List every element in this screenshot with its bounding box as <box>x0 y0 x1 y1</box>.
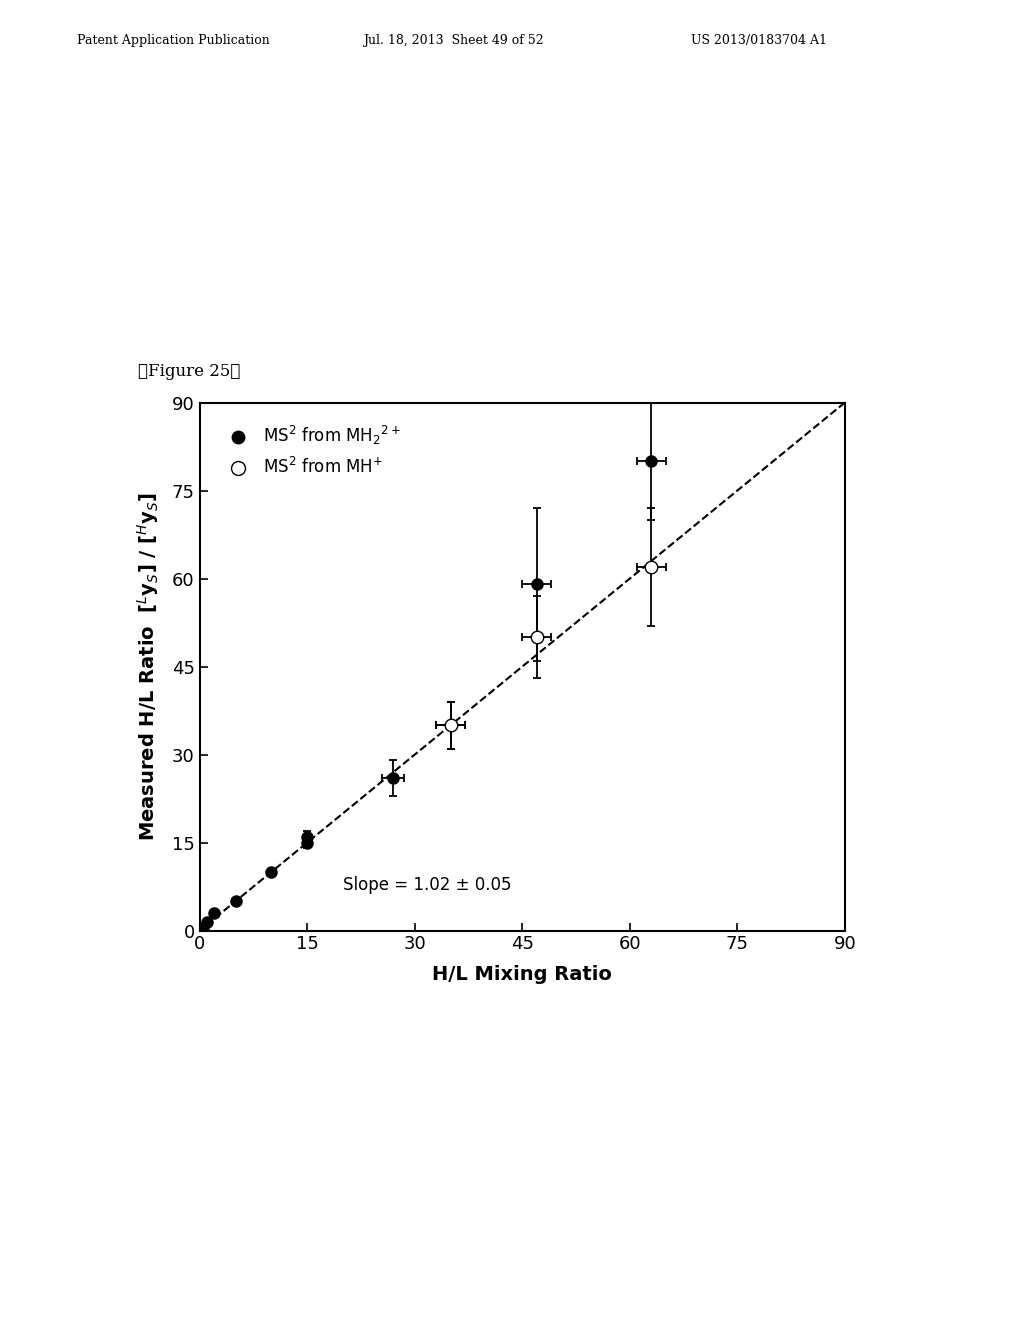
Legend: MS$^{2}$ from MH$_{2}$$^{2+}$, MS$^{2}$ from MH$^{+}$: MS$^{2}$ from MH$_{2}$$^{2+}$, MS$^{2}$ … <box>208 411 415 491</box>
Text: Slope = 1.02 ± 0.05: Slope = 1.02 ± 0.05 <box>343 875 512 894</box>
Text: US 2013/0183704 A1: US 2013/0183704 A1 <box>691 33 827 46</box>
Text: 【Figure 25】: 【Figure 25】 <box>138 363 241 380</box>
Text: Patent Application Publication: Patent Application Publication <box>77 33 269 46</box>
Y-axis label: Measured H/L Ratio  [$^{L}$y$_{S}$] / [$^{H}$y$_{S}$]: Measured H/L Ratio [$^{L}$y$_{S}$] / [$^… <box>135 492 161 841</box>
X-axis label: H/L Mixing Ratio: H/L Mixing Ratio <box>432 965 612 983</box>
Text: Jul. 18, 2013  Sheet 49 of 52: Jul. 18, 2013 Sheet 49 of 52 <box>364 33 544 46</box>
